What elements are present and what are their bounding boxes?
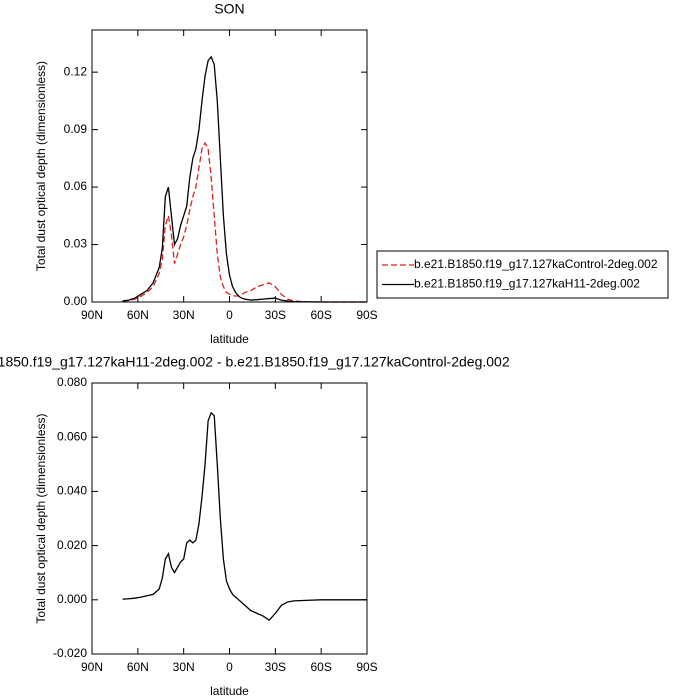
y-tick-label: 0.06	[64, 179, 88, 193]
x-tick-label: 0	[226, 660, 233, 674]
x-tick-label: 30N	[173, 660, 195, 674]
x-tick-label: 30S	[265, 660, 286, 674]
y-axis-label: Total dust optical depth (dimensionless)	[34, 413, 48, 623]
x-tick-label: 60S	[310, 660, 331, 674]
x-tick-label: 60S	[310, 308, 331, 322]
y-tick-label: 0.020	[57, 538, 87, 552]
legend-label: b.e21.B1850.f19_g17.127kaH11-2deg.002	[414, 277, 640, 291]
x-axis-label: latitude	[210, 684, 249, 698]
y-tick-label: 0.040	[57, 484, 87, 498]
x-axis-label: latitude	[210, 332, 249, 346]
plot-frame	[91, 29, 368, 303]
legend-label: b.e21.B1850.f19_g17.127kaControl-2deg.00…	[414, 257, 658, 271]
x-tick-label: 30S	[265, 308, 286, 322]
x-tick-label: 60N	[127, 660, 149, 674]
y-tick-label: 0.00	[64, 294, 88, 308]
x-tick-label: 60N	[127, 308, 149, 322]
x-tick-label: 90N	[81, 308, 103, 322]
x-tick-label: 0	[226, 308, 233, 322]
y-tick-label: 0.000	[57, 592, 87, 606]
x-tick-label: 30N	[173, 308, 195, 322]
y-tick-label: 0.03	[64, 237, 88, 251]
plot-frame	[91, 382, 368, 655]
x-tick-label: 90S	[356, 308, 377, 322]
y-axis-label: Total dust optical depth (dimensionless)	[34, 61, 48, 271]
x-tick-label: 90S	[356, 660, 377, 674]
series-line	[122, 141, 367, 303]
chart-title: b.e21.B1850.f19_g17.127kaH11-2deg.002 - …	[0, 354, 510, 370]
legend-box	[376, 250, 669, 299]
chart-title: SON	[214, 1, 244, 17]
y-tick-label: -0.020	[53, 646, 87, 660]
y-tick-label: 0.09	[64, 122, 88, 136]
x-tick-label: 90N	[81, 660, 103, 674]
y-tick-label: 0.12	[64, 64, 88, 78]
series-line	[122, 55, 367, 303]
y-tick-label: 0.080	[57, 375, 87, 389]
y-tick-label: 0.060	[57, 429, 87, 443]
series-line	[122, 411, 367, 621]
